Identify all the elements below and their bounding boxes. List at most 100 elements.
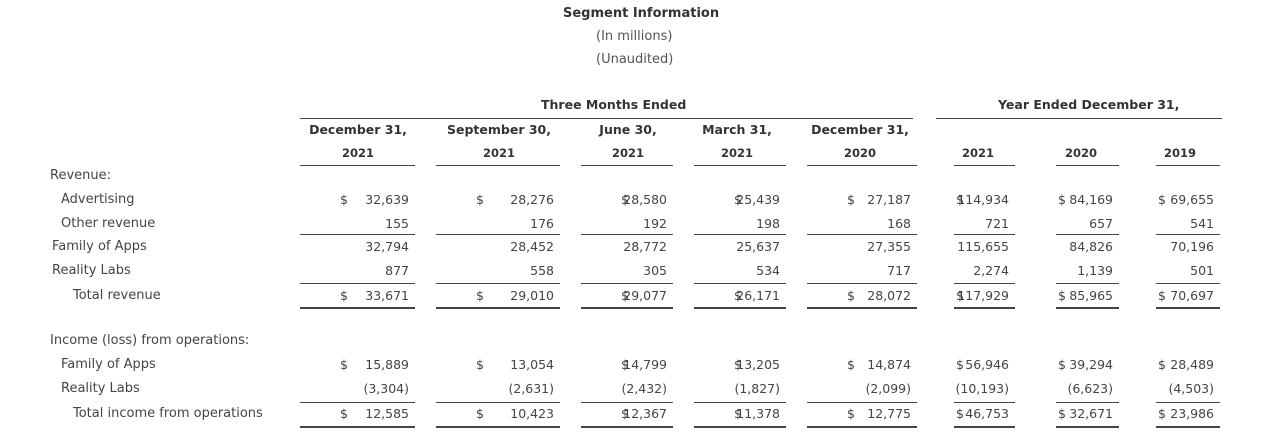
table-cell: 877 (300, 263, 409, 281)
table-cell: $32,671 (1056, 406, 1113, 424)
total-double-rule (1056, 426, 1119, 428)
cell-value: (10,193) (955, 381, 1010, 396)
column-header-line1: March 31, (702, 122, 772, 137)
cell-value: 23,986 (1170, 406, 1214, 421)
table-cell: (3,304) (300, 381, 409, 399)
table-title: Segment Information (563, 6, 720, 21)
subtotal-rule (954, 283, 1015, 284)
total-double-rule (694, 426, 786, 428)
cell-value: 13,054 (510, 357, 554, 372)
table-cell: (4,503) (1156, 381, 1214, 399)
total-double-rule (436, 426, 560, 428)
subtotal-rule (581, 234, 673, 235)
currency-symbol: $ (621, 192, 629, 207)
table-cell: $10,423 (436, 406, 554, 424)
subtotal-rule (1156, 402, 1220, 403)
table-cell: $114,934 (954, 192, 1009, 210)
table-cell: $28,489 (1156, 357, 1214, 375)
subtotal-rule (1056, 283, 1119, 284)
subtotal-rule (436, 234, 560, 235)
currency-symbol: $ (734, 406, 742, 421)
cell-value: 85,965 (1069, 288, 1113, 303)
total-double-rule (807, 307, 917, 309)
currency-symbol: $ (734, 357, 742, 372)
cell-value: 70,697 (1170, 288, 1214, 303)
table-cell: $85,965 (1056, 288, 1113, 306)
subtotal-rule (807, 402, 917, 403)
table-cell: 717 (807, 263, 911, 281)
table-cell: $32,639 (300, 192, 409, 210)
subtotal-rule (1056, 402, 1119, 403)
table-cell: 198 (694, 216, 780, 234)
cell-value: 25,439 (736, 192, 780, 207)
cell-value: 32,639 (365, 192, 409, 207)
currency-symbol: $ (1158, 288, 1166, 303)
cell-value: (3,304) (363, 381, 409, 396)
column-header-line1: December 31, (309, 122, 407, 137)
column-header-year: 2021 (341, 146, 375, 160)
cell-value: 69,655 (1170, 192, 1214, 207)
cell-value: 501 (1190, 263, 1214, 278)
table-cell: $13,054 (436, 357, 554, 375)
table-cell: 115,655 (954, 239, 1009, 257)
group-header-three-months: Three Months Ended (541, 97, 687, 112)
cell-value: 176 (530, 216, 554, 231)
currency-symbol: $ (476, 357, 484, 372)
currency-symbol: $ (956, 357, 964, 372)
table-cell: 70,196 (1156, 239, 1214, 257)
row-label-reality-labs-income: Reality Labs (61, 381, 140, 396)
cell-value: 12,775 (867, 406, 911, 421)
cell-value: 84,826 (1069, 239, 1113, 254)
column-header-underline (694, 165, 786, 166)
group-header-year: Year Ended December 31, (998, 97, 1180, 112)
currency-symbol: $ (1058, 288, 1066, 303)
subtotal-rule (436, 402, 560, 403)
currency-symbol: $ (340, 357, 348, 372)
table-cell: $39,294 (1056, 357, 1113, 375)
group-underline-year (936, 118, 1222, 119)
cell-value: 28,072 (867, 288, 911, 303)
column-header-year: 2021 (482, 146, 516, 160)
table-cell: $56,946 (954, 357, 1009, 375)
cell-value: (2,432) (621, 381, 667, 396)
cell-value: 198 (756, 216, 780, 231)
currency-symbol: $ (734, 288, 742, 303)
subtotal-rule (694, 234, 786, 235)
column-header-underline (300, 165, 415, 166)
group-underline-three-months (300, 118, 913, 119)
cell-value: 39,294 (1069, 357, 1113, 372)
table-cell: $117,929 (954, 288, 1009, 306)
table-cell: $33,671 (300, 288, 409, 306)
table-cell: 657 (1056, 216, 1113, 234)
table-cell: $27,187 (807, 192, 911, 210)
table-cell: (2,099) (807, 381, 911, 399)
table-cell: (1,827) (694, 381, 780, 399)
subtotal-rule (1056, 234, 1119, 235)
currency-symbol: $ (476, 406, 484, 421)
cell-value: 155 (385, 216, 409, 231)
table-cell: 28,772 (581, 239, 667, 257)
subtotal-rule (807, 283, 917, 284)
table-cell: 176 (436, 216, 554, 234)
total-double-rule (581, 307, 673, 309)
cell-value: 28,580 (623, 192, 667, 207)
currency-symbol: $ (476, 192, 484, 207)
cell-value: (2,631) (508, 381, 554, 396)
table-cell: $28,072 (807, 288, 911, 306)
table-cell: 27,355 (807, 239, 911, 257)
cell-value: 25,637 (736, 239, 780, 254)
total-double-rule (1156, 426, 1220, 428)
currency-symbol: $ (1058, 357, 1066, 372)
cell-value: 32,671 (1069, 406, 1113, 421)
table-cell: 501 (1156, 263, 1214, 281)
table-cell: 32,794 (300, 239, 409, 257)
total-double-rule (1156, 307, 1220, 309)
total-double-rule (954, 426, 1015, 428)
cell-value: 10,423 (510, 406, 554, 421)
column-header-underline (436, 165, 560, 166)
cell-value: 28,489 (1170, 357, 1214, 372)
cell-value: 305 (643, 263, 667, 278)
column-header-year: 2020 (1064, 146, 1098, 160)
table-cell: $26,171 (694, 288, 780, 306)
column-header-year: 2021 (961, 146, 995, 160)
